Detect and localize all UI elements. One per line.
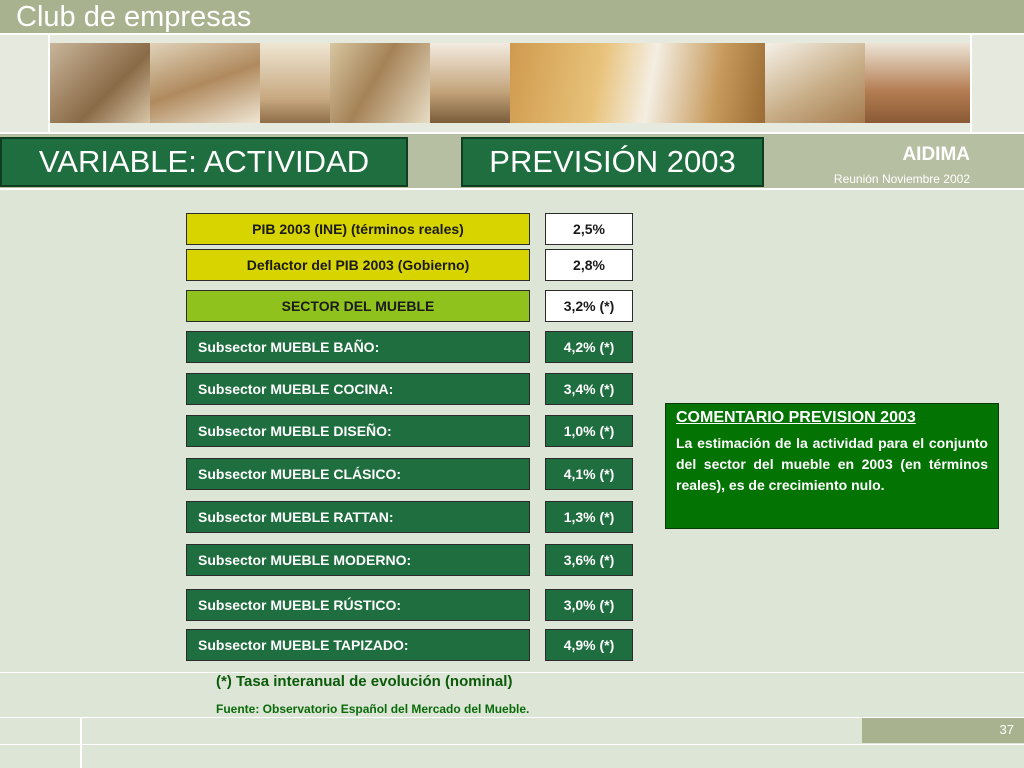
footer-grid-line (80, 717, 82, 768)
row-label-pib: PIB 2003 (INE) (términos reales) (186, 213, 530, 245)
row-value-moderno: 3,6% (*) (545, 544, 633, 576)
banner-grid-line (48, 35, 50, 132)
footer-divider (0, 672, 1024, 673)
source-note: Fuente: Observatorio Español del Mercado… (216, 702, 530, 716)
row-label-deflactor: Deflactor del PIB 2003 (Gobierno) (186, 249, 530, 281)
header-bar (0, 0, 1024, 34)
row-label-moderno: Subsector MUEBLE MODERNO: (186, 544, 530, 576)
comment-box: COMENTARIO PREVISION 2003 La estimación … (665, 403, 999, 529)
page-number: 37 (999, 722, 1014, 737)
banner-divider (0, 132, 1024, 134)
banner-photo-5 (430, 43, 510, 123)
row-label-bano: Subsector MUEBLE BAÑO: (186, 331, 530, 363)
photo-banner (0, 35, 1024, 132)
row-value-deflactor: 2,8% (545, 249, 633, 281)
comment-heading: COMENTARIO PREVISION 2003 (676, 409, 916, 426)
meeting-date: Reunión Noviembre 2002 (833, 172, 970, 186)
row-value-clasico: 4,1% (*) (545, 458, 633, 490)
banner-photo-7 (765, 43, 865, 123)
banner-photo-2 (150, 43, 260, 123)
row-label-sector: SECTOR DEL MUEBLE (186, 290, 530, 322)
comment-body: La estimación de la actividad para el co… (676, 435, 988, 493)
banner-photo-6 (510, 43, 765, 123)
section-title-left: VARIABLE: ACTIVIDAD (0, 137, 408, 187)
row-value-pib: 2,5% (545, 213, 633, 245)
title-divider (0, 188, 1024, 190)
banner-grid-line (970, 35, 972, 132)
row-label-clasico: Subsector MUEBLE CLÁSICO: (186, 458, 530, 490)
row-value-diseno: 1,0% (*) (545, 415, 633, 447)
banner-photo-4 (330, 43, 430, 123)
footnote: (*) Tasa interanual de evolución (nomina… (216, 673, 513, 690)
row-label-cocina: Subsector MUEBLE COCINA: (186, 373, 530, 405)
header-divider (0, 33, 1024, 35)
section-title-right: PREVISIÓN 2003 (461, 137, 764, 187)
row-value-bano: 4,2% (*) (545, 331, 633, 363)
row-value-cocina: 3,4% (*) (545, 373, 633, 405)
row-label-tapizado: Subsector MUEBLE TAPIZADO: (186, 629, 530, 661)
row-label-rustico: Subsector MUEBLE RÚSTICO: (186, 589, 530, 621)
footer-divider (0, 717, 1024, 718)
row-label-diseno: Subsector MUEBLE DISEÑO: (186, 415, 530, 447)
banner-photo-1 (50, 43, 150, 123)
row-value-sector: 3,2% (*) (545, 290, 633, 322)
org-name: AIDIMA (902, 144, 970, 165)
banner-photo-8 (865, 43, 971, 123)
row-value-rustico: 3,0% (*) (545, 589, 633, 621)
row-value-tapizado: 4,9% (*) (545, 629, 633, 661)
page-number-bar: 37 (862, 718, 1024, 743)
row-value-rattan: 1,3% (*) (545, 501, 633, 533)
banner-photo-3 (260, 43, 330, 123)
header-title: Club de empresas (16, 1, 252, 33)
row-label-rattan: Subsector MUEBLE RATTAN: (186, 501, 530, 533)
footer-divider (0, 744, 1024, 745)
